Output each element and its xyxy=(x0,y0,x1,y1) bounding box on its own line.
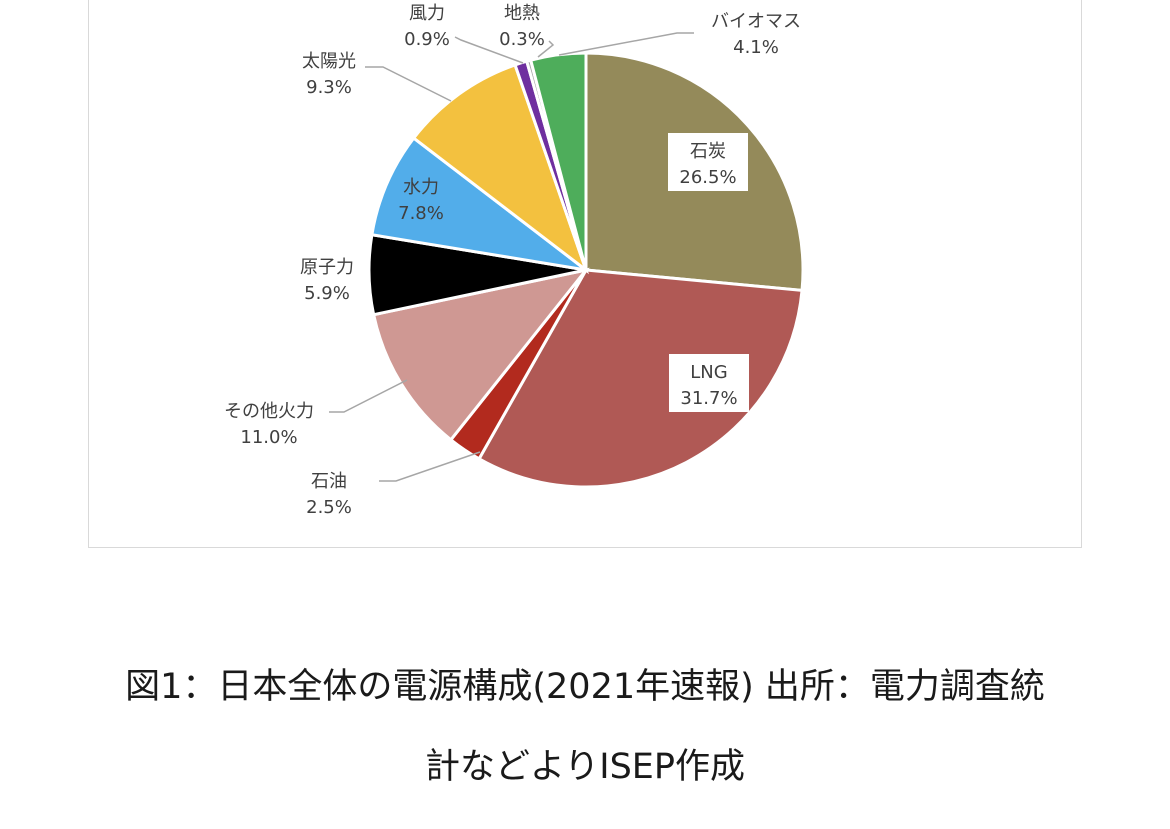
leader-line-7 xyxy=(454,36,524,64)
slice-category-label-5: 水力 xyxy=(403,177,439,198)
slice-category-label-0: 石炭 xyxy=(690,141,726,162)
slice-value-label-2: 2.5% xyxy=(306,497,352,518)
pie-slice-5 xyxy=(370,135,587,272)
leader-line-8 xyxy=(537,40,555,58)
slice-category-label-9: バイオマス xyxy=(711,11,801,32)
slice-category-label-6: 太陽光 xyxy=(302,51,356,72)
pie-chart: 石炭 26.5% LNG 31.7% 石油 2.5% その他火力 11.0% 原子力 5.9% 水力… xyxy=(224,3,805,518)
slice-value-label-1: 31.7% xyxy=(680,388,737,409)
slice-category-label-1: LNG xyxy=(690,362,727,383)
leader-line-2 xyxy=(379,451,481,482)
slice-value-label-3: 11.0% xyxy=(240,427,297,448)
slice-category-label-4: 原子力 xyxy=(300,257,354,278)
pie-slice-9 xyxy=(528,51,588,271)
slice-value-label-5: 7.8% xyxy=(398,203,444,224)
slice-value-label-7: 0.9% xyxy=(404,29,450,50)
leader-line-3 xyxy=(329,379,408,413)
pie-slice-1 xyxy=(477,268,804,489)
pie-slice-6 xyxy=(411,63,590,275)
slice-category-label-3: その他火力 xyxy=(224,401,314,422)
slice-value-label-0: 26.5% xyxy=(679,167,736,188)
figure-caption-line2: 計などよりISEP作成 xyxy=(424,747,746,787)
slice-category-label-8: 地熱 xyxy=(504,3,540,24)
slice-value-label-6: 9.3% xyxy=(306,77,352,98)
slice-category-label-7: 風力 xyxy=(409,3,445,24)
data-label-box-1 xyxy=(669,354,749,412)
slice-value-label-4: 5.9% xyxy=(304,283,350,304)
slice-category-label-2: 石油 xyxy=(311,471,347,492)
slice-value-label-9: 4.1% xyxy=(733,37,779,58)
leader-line-9 xyxy=(558,32,694,56)
data-label-box-0 xyxy=(668,133,748,191)
figure-caption-line1: 図1：日本全体の電源構成(2021年速報) 出所：電力調査統 xyxy=(125,667,1045,707)
leader-line-6 xyxy=(365,66,452,102)
pie-slice-3 xyxy=(371,267,590,442)
chart-area: 石炭 26.5% LNG 31.7% 石油 2.5% その他火力 11.0% 原子力 5.9% 水力… xyxy=(88,0,1082,548)
slice-value-label-8: 0.3% xyxy=(499,29,545,50)
